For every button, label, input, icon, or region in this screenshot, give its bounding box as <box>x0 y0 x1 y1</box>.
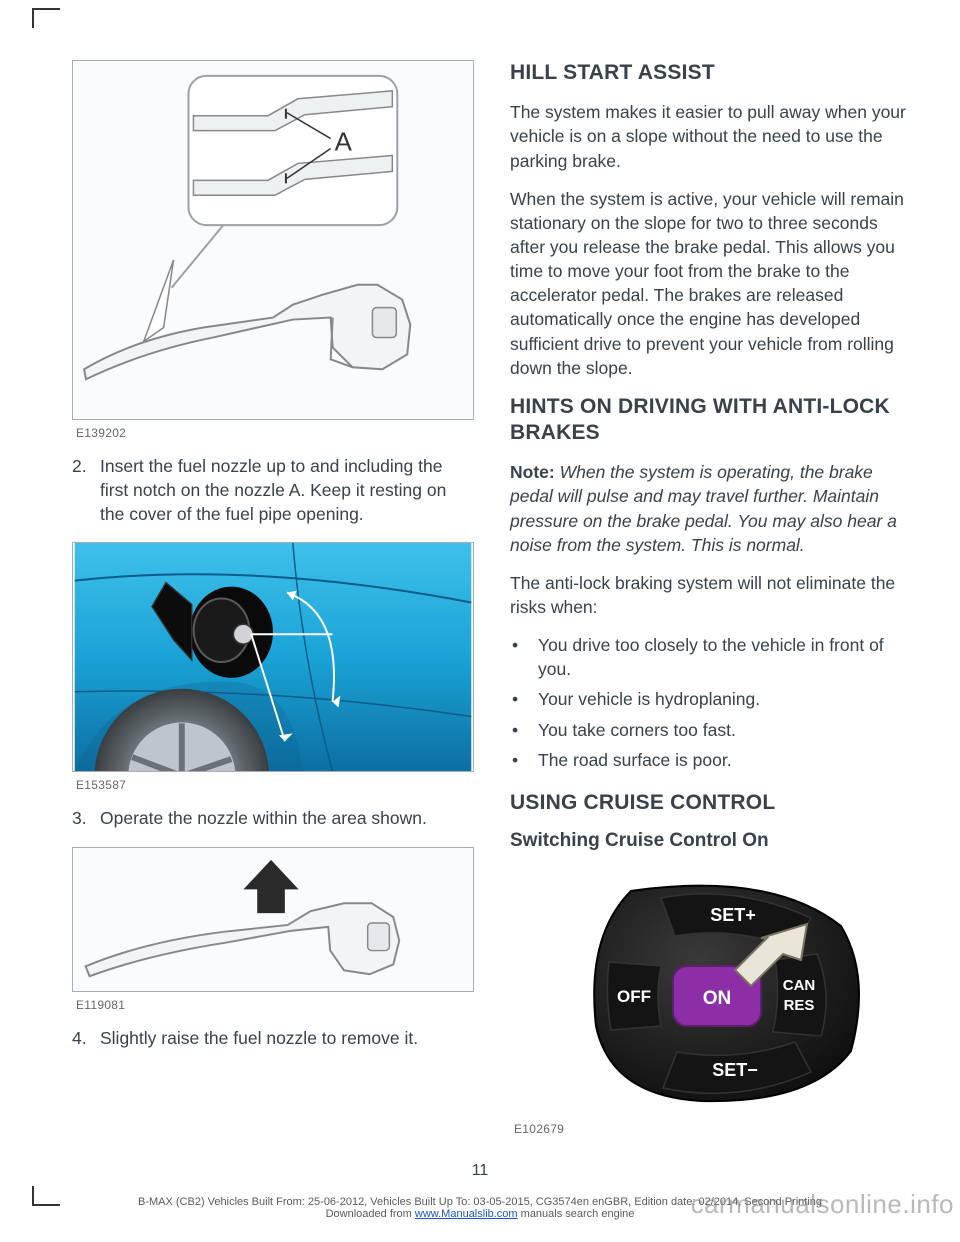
btn-set-plus: SET+ <box>710 905 756 925</box>
note-text: When the system is operating, the brake … <box>510 462 897 554</box>
callout-a: A <box>335 129 353 157</box>
right-column: HILL START ASSIST The system makes it ea… <box>510 60 912 1150</box>
bullet-item: •You take corners too fast. <box>510 718 912 742</box>
step-list-1: 2. Insert the fuel nozzle up to and incl… <box>72 454 474 526</box>
figure-fuel-door <box>72 542 474 772</box>
subheading-cruise-on: Switching Cruise Control On <box>510 830 912 852</box>
heading-abs-hints: HINTS ON DRIVING WITH ANTI-LOCK BRAKES <box>510 394 912 447</box>
figure-nozzle-notch: A <box>72 60 474 420</box>
bullet-text: The road surface is poor. <box>538 748 912 772</box>
figure-cruise-control: SET+ OFF ON CAN RES SET− <box>510 866 912 1116</box>
step-list-3: 4. Slightly raise the fuel nozzle to rem… <box>72 1026 474 1050</box>
step-text: Insert the fuel nozzle up to and includi… <box>100 454 474 526</box>
abs-bullet-list: •You drive too closely to the vehicle in… <box>510 633 912 772</box>
note-label: Note: <box>510 462 555 482</box>
step-text: Slightly raise the fuel nozzle to remove… <box>100 1026 474 1050</box>
step-4: 4. Slightly raise the fuel nozzle to rem… <box>72 1026 474 1050</box>
cruise-control-svg: SET+ OFF ON CAN RES SET− <box>510 866 912 1116</box>
step-number: 4. <box>72 1026 100 1050</box>
bullet-item: •The road surface is poor. <box>510 748 912 772</box>
fuel-door-svg <box>73 543 473 771</box>
page-content: A E139202 2. Insert the fuel nozzle up t… <box>0 0 960 1150</box>
note-abs: Note: When the system is operating, the … <box>510 460 912 557</box>
crop-mark-top-left <box>32 8 60 28</box>
bullet-item: •Your vehicle is hydroplaning. <box>510 687 912 711</box>
heading-hill-start: HILL START ASSIST <box>510 60 912 86</box>
btn-off: OFF <box>617 987 651 1006</box>
step-number: 3. <box>72 806 100 830</box>
left-column: A E139202 2. Insert the fuel nozzle up t… <box>72 60 474 1150</box>
para-abs-1: The anti-lock braking system will not el… <box>510 571 912 619</box>
btn-on: ON <box>703 988 732 1009</box>
nozzle-notch-svg: A <box>73 61 473 419</box>
step-3: 3. Operate the nozzle within the area sh… <box>72 806 474 830</box>
page-number: 11 <box>0 1162 960 1180</box>
bullet-text: You take corners too fast. <box>538 718 912 742</box>
figure-label-1: E139202 <box>76 426 474 440</box>
btn-res: RES <box>784 997 815 1014</box>
footer-link[interactable]: www.Manualslib.com <box>415 1208 518 1220</box>
step-list-2: 3. Operate the nozzle within the area sh… <box>72 806 474 830</box>
raise-nozzle-svg <box>73 848 473 991</box>
footer-dl: Downloaded from <box>326 1208 415 1220</box>
figure-raise-nozzle <box>72 847 474 992</box>
bullet-text: You drive too closely to the vehicle in … <box>538 633 912 681</box>
step-number: 2. <box>72 454 100 526</box>
figure-label-3: E119081 <box>76 998 474 1012</box>
footer-dl2: manuals search engine <box>518 1208 635 1220</box>
bullet-text: Your vehicle is hydroplaning. <box>538 687 912 711</box>
btn-can: CAN <box>783 977 816 994</box>
bullet-item: •You drive too closely to the vehicle in… <box>510 633 912 681</box>
para-hsa-2: When the system is active, your vehicle … <box>510 187 912 380</box>
watermark: carmanualsonline.info <box>691 1189 954 1220</box>
figure-label-2: E153587 <box>76 778 474 792</box>
para-hsa-1: The system makes it easier to pull away … <box>510 100 912 172</box>
heading-cruise: USING CRUISE CONTROL <box>510 790 912 816</box>
figure-label-4: E102679 <box>514 1122 912 1136</box>
step-text: Operate the nozzle within the area shown… <box>100 806 474 830</box>
btn-set-minus: SET− <box>712 1060 758 1080</box>
step-2: 2. Insert the fuel nozzle up to and incl… <box>72 454 474 526</box>
